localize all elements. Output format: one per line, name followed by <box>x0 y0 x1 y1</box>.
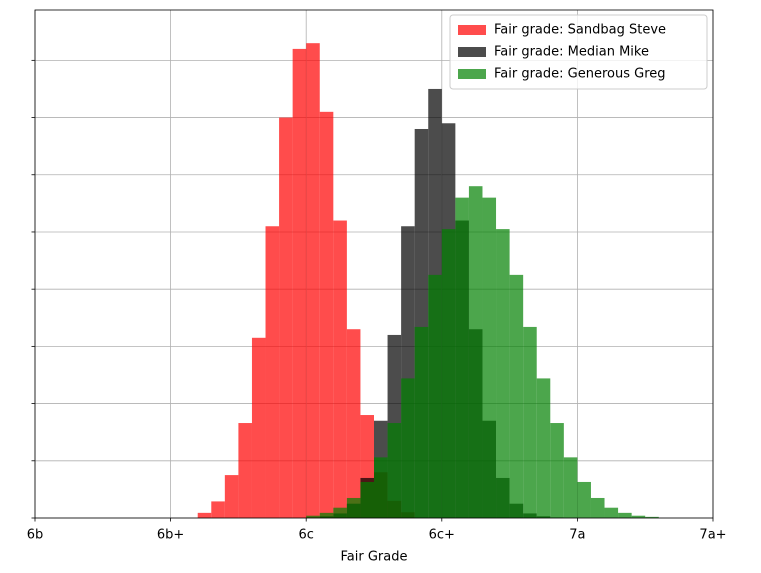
bar <box>197 512 212 518</box>
bar <box>428 274 442 518</box>
legend-swatch <box>458 47 486 57</box>
bar <box>645 516 659 518</box>
bar <box>455 197 469 518</box>
bar <box>292 48 307 518</box>
x-axis-label: Fair Grade <box>341 550 408 565</box>
bar <box>238 423 252 518</box>
bar <box>224 475 239 518</box>
bar <box>509 274 524 518</box>
bar <box>333 507 347 518</box>
bar <box>482 197 497 518</box>
legend-box <box>449 14 708 90</box>
bar <box>265 226 280 519</box>
legend-label: Fair grade: Median Mike <box>494 45 649 60</box>
bar <box>590 497 605 518</box>
bar <box>631 515 646 518</box>
bar <box>550 423 564 518</box>
bar <box>414 326 429 518</box>
x-tick-label: 6b+ <box>157 528 184 543</box>
bar <box>360 481 374 518</box>
bar <box>563 457 578 518</box>
bar <box>211 501 225 518</box>
bar <box>346 329 361 518</box>
bar <box>251 337 266 518</box>
bar <box>496 229 510 518</box>
bar <box>604 507 619 518</box>
bar <box>387 423 402 518</box>
bar <box>523 326 537 518</box>
x-tick-label: 6b <box>27 528 44 543</box>
bar <box>441 229 456 518</box>
bar <box>618 512 632 518</box>
x-tick-label: 7a+ <box>699 528 726 543</box>
bar <box>319 111 334 518</box>
legend-swatch <box>458 69 486 79</box>
bar <box>306 515 320 518</box>
bar <box>346 497 361 518</box>
bar <box>374 457 388 518</box>
x-tick-label: 7a <box>569 528 585 543</box>
plot-frame <box>34 9 714 519</box>
x-tick-label: 6c+ <box>429 528 455 543</box>
legend: Fair grade: Sandbag Steve Fair grade: Med… <box>449 14 708 90</box>
bar <box>536 378 551 518</box>
bar <box>333 220 347 518</box>
bar <box>306 43 320 519</box>
x-tick-label: 6c <box>298 528 313 543</box>
bar <box>577 481 591 518</box>
legend-swatch <box>458 25 486 35</box>
bar <box>279 117 293 518</box>
bar <box>319 512 334 518</box>
bar <box>468 186 483 519</box>
legend-label: Fair grade: Generous Greg <box>494 67 666 82</box>
legend-label: Fair grade: Sandbag Steve <box>494 23 666 38</box>
bar <box>401 378 415 518</box>
